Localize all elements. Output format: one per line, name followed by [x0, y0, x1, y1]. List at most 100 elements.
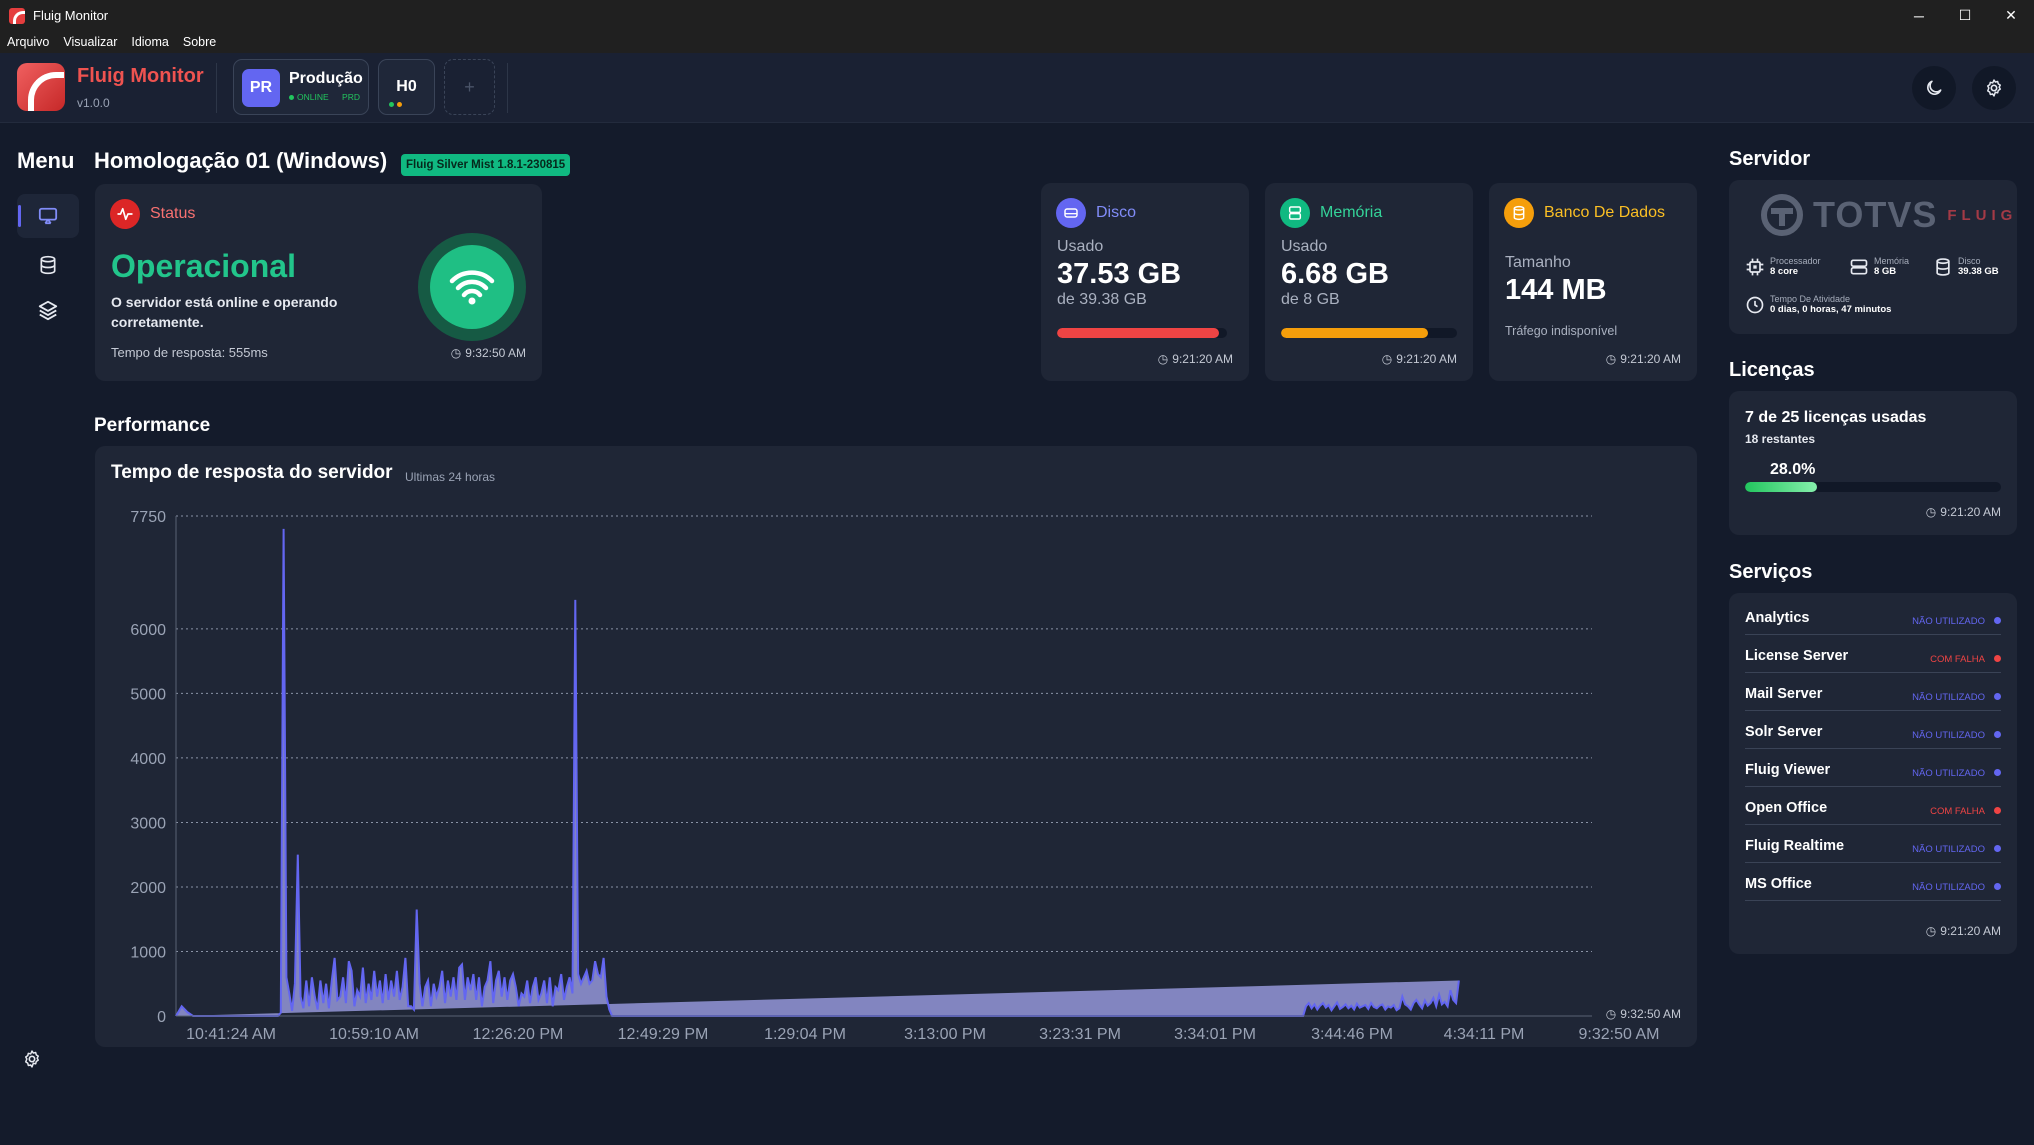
- environment-status: ONLINE: [289, 92, 329, 102]
- menu-arquivo[interactable]: Arquivo: [7, 35, 50, 49]
- server-disk: Disco 39.38 GB: [1933, 256, 1999, 277]
- gear-icon: [25, 1050, 39, 1068]
- database-size-value: 144 MB: [1505, 274, 1607, 306]
- memory-total: de 8 GB: [1281, 291, 1340, 308]
- database-card-title: Banco De Dados: [1544, 204, 1665, 221]
- menu-idioma[interactable]: Idioma: [131, 35, 169, 49]
- x-tick-label: 3:44:46 PM: [1311, 1026, 1393, 1043]
- minimize-button[interactable]: ─: [1914, 7, 1924, 24]
- y-tick-label: 7750: [130, 509, 166, 526]
- service-row: Analytics NÃO UTILIZADO: [1745, 597, 2001, 635]
- service-name: Mail Server: [1745, 686, 1823, 702]
- x-tick-label: 12:26:20 PM: [473, 1026, 564, 1043]
- database-icon: [1936, 257, 1950, 276]
- settings-button[interactable]: [1972, 66, 2016, 110]
- nav-item-database[interactable]: [17, 243, 79, 287]
- layers-icon: [38, 300, 58, 321]
- service-name: Analytics: [1745, 610, 1810, 626]
- y-tick-label: 4000: [130, 751, 166, 768]
- status-card-title: Status: [150, 205, 196, 222]
- disk-used-value: 37.53 GB: [1057, 258, 1182, 290]
- app-version: v1.0.0: [77, 96, 110, 110]
- menu-visualizar[interactable]: Visualizar: [63, 35, 118, 49]
- chart-subtitle: Ultimas 24 horas: [405, 470, 496, 484]
- x-tick-label: 12:49:29 PM: [618, 1026, 709, 1043]
- clock-icon: [1746, 296, 1764, 313]
- server-processor: Processador 8 core: [1745, 256, 1821, 277]
- nav-item-layers[interactable]: [17, 288, 79, 332]
- app-header: Fluig Monitor v1.0.0 PR Produção ONLINE …: [0, 53, 2034, 123]
- clock-icon: ◷: [1605, 352, 1617, 366]
- environment-card-production[interactable]: PR Produção ONLINE PRD: [233, 59, 369, 115]
- disk-total: de 39.38 GB: [1057, 291, 1147, 308]
- hard-drive-icon: [1056, 198, 1086, 228]
- disk-usage-fill: [1057, 328, 1219, 338]
- memory-icon: [1850, 259, 1868, 274]
- version-badge: Fluig Silver Mist 1.8.1-230815: [401, 154, 571, 176]
- response-time: Tempo de resposta: 555ms: [111, 345, 268, 360]
- brand-name: Fluig Monitor: [77, 65, 204, 87]
- window-titlebar: Fluig Monitor ─ ☐ ✕: [0, 0, 2034, 31]
- clock-icon: ◷: [450, 346, 462, 360]
- y-tick-label: 6000: [130, 622, 166, 639]
- licenses-remaining: 18 restantes: [1745, 432, 1816, 446]
- disk-card-title: Disco: [1096, 204, 1137, 221]
- licenses-title: Licenças: [1729, 359, 1815, 381]
- online-indicator: [418, 233, 526, 341]
- add-environment-button[interactable]: +: [444, 59, 495, 115]
- environment-tag: PRD: [342, 92, 360, 102]
- service-status-dot-icon: [1994, 693, 2001, 700]
- y-tick-label: 1000: [130, 944, 166, 961]
- database-card: Banco De Dados Tamanho 144 MB Tráfego in…: [1489, 183, 1697, 381]
- app-logo-icon: [9, 7, 25, 24]
- x-tick-label: 10:59:10 AM: [329, 1026, 419, 1043]
- memory-icon: [1280, 198, 1310, 228]
- service-status-dot-icon: [1994, 617, 2001, 624]
- clock-icon: ◷: [1925, 505, 1937, 519]
- cpu-icon: [1746, 258, 1764, 275]
- database-card-header: Banco De Dados: [1504, 198, 1665, 228]
- database-traffic-note: Tráfego indisponível: [1505, 324, 1618, 338]
- licenses-summary: 7 de 25 licenças usadas: [1745, 409, 1927, 426]
- memory-usage-bar: [1281, 328, 1457, 338]
- brand-logo-icon[interactable]: [17, 63, 65, 111]
- service-row: Solr Server NÃO UTILIZADO: [1745, 711, 2001, 749]
- environment-card-h0[interactable]: H0: [378, 59, 435, 115]
- y-tick-label: 2000: [130, 880, 166, 897]
- environment-name: Produção: [289, 70, 363, 87]
- service-status-dot-icon: [1994, 807, 2001, 814]
- service-status-dot-icon: [1994, 845, 2001, 852]
- database-icon: [40, 255, 56, 275]
- close-button[interactable]: ✕: [2005, 7, 2017, 23]
- theme-toggle-button[interactable]: [1912, 66, 1956, 110]
- response-time-chart: 0 1000 2000 3000 4000 5000 6000 7750 10:41:24 AM…: [130, 509, 1659, 1043]
- x-tick-label: 3:13:00 PM: [904, 1026, 986, 1043]
- x-tick-label: 3:23:31 PM: [1039, 1026, 1121, 1043]
- service-status: NÃO UTILIZADO: [1912, 616, 1985, 627]
- maximize-button[interactable]: ☐: [1958, 7, 1972, 23]
- memory-card-header: Memória: [1280, 198, 1382, 228]
- database-label: Tamanho: [1505, 254, 1571, 271]
- server-uptime: Tempo De Atividade 0 dias, 0 horas, 47 mi…: [1745, 294, 1891, 315]
- memory-timestamp: ◷ 9:21:20 AM: [1381, 352, 1457, 366]
- service-status: COM FALHA: [1930, 654, 1985, 665]
- y-tick-label: 5000: [130, 686, 166, 703]
- licenses-usage-fill: [1745, 482, 1817, 492]
- chart-timestamp: ◷ 9:32:50 AM: [1605, 1007, 1681, 1021]
- disk-card: Disco Usado 37.53 GB de 39.38 GB ◷ 9:21:2…: [1041, 183, 1249, 381]
- monitor-icon: [38, 207, 58, 225]
- memory-usage-fill: [1281, 328, 1428, 338]
- service-status: NÃO UTILIZADO: [1912, 692, 1985, 703]
- nav-item-dashboard[interactable]: [17, 194, 79, 238]
- nav-settings-button[interactable]: [17, 1037, 47, 1081]
- service-row: Fluig Viewer NÃO UTILIZADO: [1745, 749, 2001, 787]
- clock-icon: ◷: [1381, 352, 1393, 366]
- services-timestamp: ◷ 9:21:20 AM: [1925, 924, 2001, 938]
- memory-label: Usado: [1281, 238, 1328, 255]
- x-tick-label: 3:34:01 PM: [1174, 1026, 1256, 1043]
- menu-sobre[interactable]: Sobre: [182, 35, 217, 49]
- heartbeat-icon: [110, 199, 140, 229]
- menu-title: Menu: [17, 148, 75, 173]
- service-name: Fluig Viewer: [1745, 762, 1831, 778]
- environment-avatar: PR: [242, 69, 280, 107]
